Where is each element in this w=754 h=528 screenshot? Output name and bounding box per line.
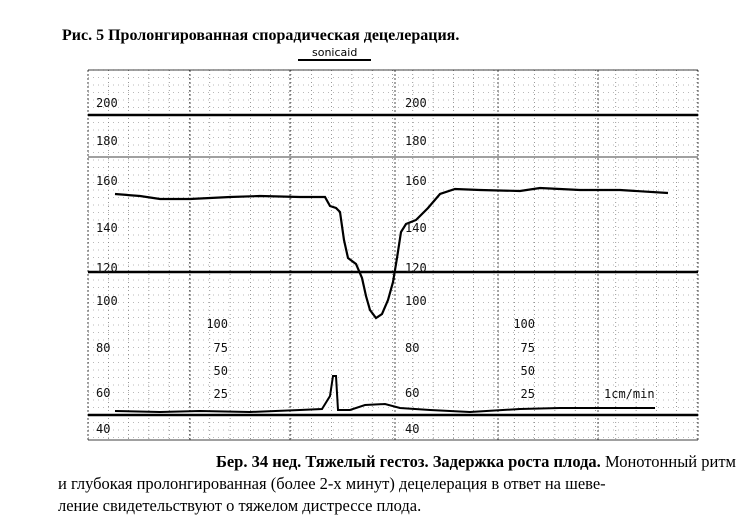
speed-label: 1cm/min	[604, 387, 655, 401]
fhr-label: 100	[405, 294, 427, 308]
toco-label: 75	[214, 341, 228, 355]
fhr-label: 60	[405, 386, 419, 400]
toco-label: 50	[521, 364, 535, 378]
fhr-label: 160	[405, 174, 427, 188]
caption-line: Бер. 34 нед. Тяжелый гестоз. Задержка ро…	[58, 452, 736, 472]
fhr-label: 180	[405, 134, 427, 148]
fhr-label: 40	[405, 422, 419, 436]
fhr-label: 60	[96, 386, 110, 400]
toco-label: 75	[521, 341, 535, 355]
toco-label: 25	[521, 387, 535, 401]
fhr-label: 80	[96, 341, 110, 355]
caption-text: Монотонный ритм	[604, 452, 736, 471]
toco-label: 100	[206, 317, 228, 331]
toco-label: 50	[214, 364, 228, 378]
fhr-label: 40	[96, 422, 110, 436]
fhr-label: 120	[96, 261, 118, 275]
fhr-label: 200	[96, 96, 118, 110]
fhr-trace	[114, 186, 669, 320]
figure-title: Рис. 5 Пролонгированная спорадическая де…	[62, 27, 460, 44]
fhr-label: 160	[96, 174, 118, 188]
toco-label: 100	[513, 317, 535, 331]
fhr-label: 140	[96, 221, 118, 235]
toco-trace	[114, 375, 655, 414]
fhr-label: 100	[96, 294, 118, 308]
fhr-label: 120	[405, 261, 427, 275]
caption-lead: Бер. 34 нед. Тяжелый гестоз. Задержка ро…	[215, 452, 601, 471]
fhr-label: 140	[405, 221, 427, 235]
fhr-label: 180	[96, 134, 118, 148]
caption-line: и глубокая пролонгированная (более 2-х м…	[58, 474, 606, 493]
fhr-label: 200	[405, 96, 427, 110]
brand: sonicaid	[298, 46, 372, 61]
fhr-label: 80	[405, 341, 419, 355]
caption-line: ление свидетельствуют о тяжелом дистресс…	[58, 496, 422, 515]
toco-label: 25	[214, 387, 228, 401]
